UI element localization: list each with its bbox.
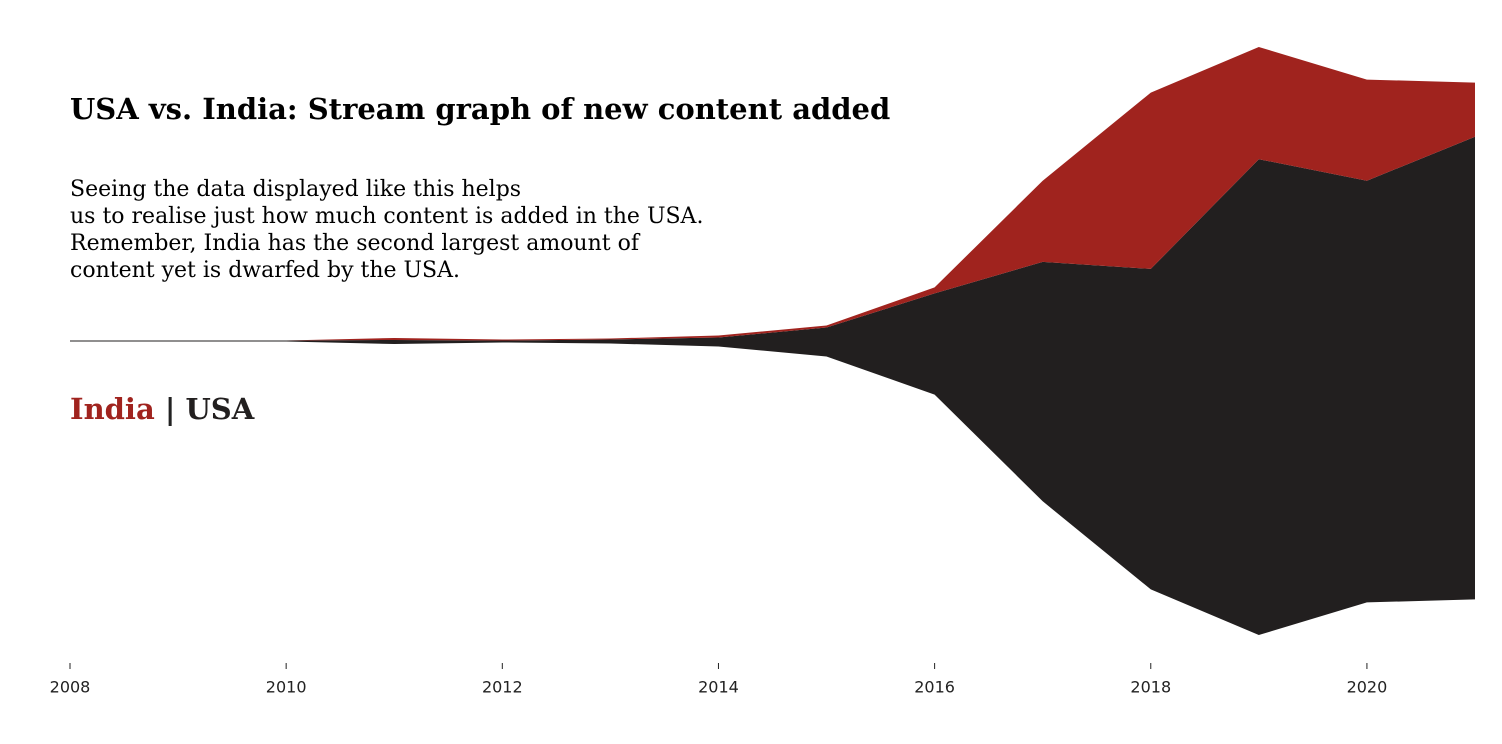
subtitle-line: Remember, India has the second largest a… [70, 231, 641, 256]
x-tick-label: 2014 [698, 678, 739, 697]
subtitle-line: content yet is dwarfed by the USA. [70, 258, 460, 283]
x-tick-label: 2020 [1347, 678, 1388, 697]
legend-separator: | [155, 392, 186, 426]
legend-entry: India [70, 392, 155, 426]
legend: India | USA [70, 392, 255, 426]
subtitle: Seeing the data displayed like this help… [70, 177, 703, 283]
subtitle-line: Seeing the data displayed like this help… [70, 177, 521, 202]
x-tick-label: 2018 [1130, 678, 1171, 697]
x-tick-label: 2016 [914, 678, 955, 697]
legend-entry: USA [185, 392, 254, 426]
x-tick-label: 2012 [482, 678, 523, 697]
subtitle-line: us to realise just how much content is a… [70, 204, 703, 229]
areas [70, 47, 1475, 635]
x-tick-label: 2008 [50, 678, 91, 697]
x-tick-label: 2010 [266, 678, 307, 697]
stream-area [70, 136, 1475, 635]
chart-title: USA vs. India: Stream graph of new conte… [70, 92, 890, 126]
stream-area [70, 47, 1475, 341]
